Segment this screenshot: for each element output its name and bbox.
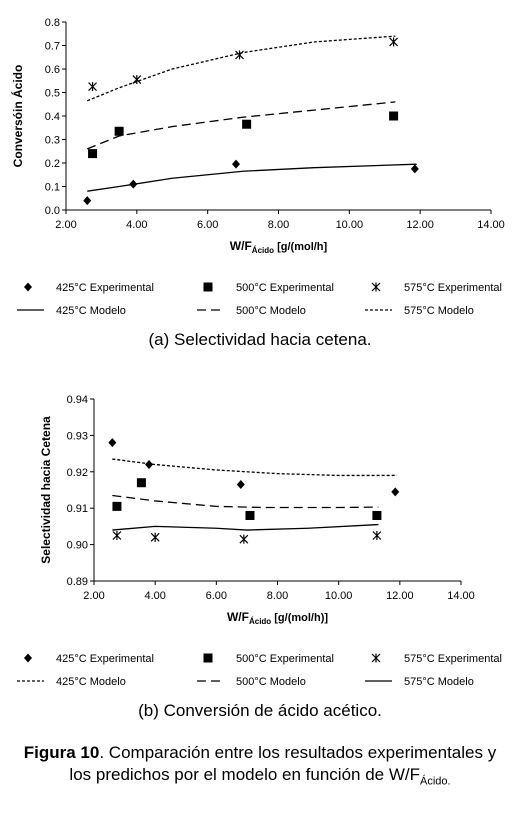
legend-label: 575°C Modelo xyxy=(404,305,474,317)
caption-a: (a) Selectividad hacia cetena. xyxy=(148,330,372,349)
x-tick-label: 10.00 xyxy=(336,219,364,231)
legend-marker xyxy=(24,653,32,663)
y-tick-label: 0.6 xyxy=(45,64,60,76)
series-line xyxy=(87,101,396,150)
y-tick-label: 0.8 xyxy=(45,17,60,29)
y-tick-label: 0.7 xyxy=(45,41,60,53)
data-point xyxy=(372,510,382,520)
data-point xyxy=(372,531,382,540)
legend-label: 575°C Experimental xyxy=(404,653,502,665)
data-point xyxy=(136,478,146,488)
data-point xyxy=(232,159,240,169)
y-tick-label: 0.93 xyxy=(67,430,88,442)
legend-label: 425°C Modelo xyxy=(56,305,126,317)
data-point xyxy=(242,119,252,129)
series-line xyxy=(112,458,397,477)
data-point xyxy=(88,149,98,159)
data-point xyxy=(245,510,255,520)
legend-label: 500°C Modelo xyxy=(236,676,306,688)
data-point xyxy=(83,196,92,206)
y-tick-label: 0.3 xyxy=(45,135,60,147)
legend-marker xyxy=(203,653,213,663)
figure-text: . Comparación entre los resultados exper… xyxy=(69,743,497,784)
x-tick-label: 14.00 xyxy=(477,219,505,231)
legend-label: 575°C Experimental xyxy=(404,282,502,294)
x-tick-label: 6.00 xyxy=(197,219,218,231)
y-tick-label: 0.94 xyxy=(67,394,88,406)
figure-caption: Figura 10. Comparación entre los resulta… xyxy=(20,742,500,792)
legend-label: 575°C Modelo xyxy=(404,676,474,688)
legend-label: 500°C Experimental xyxy=(236,653,334,665)
caption-b: (b) Conversión de ácido acético. xyxy=(138,701,382,720)
chart-b: 0.89 0.90 0.91 0.92 0.93 0.94 2.00 4.00 6.00 8.00… xyxy=(17,394,502,688)
x-tick-label: 4.00 xyxy=(126,219,147,231)
x-tick-label: 8.00 xyxy=(267,590,288,602)
y-tick-label: 0.91 xyxy=(67,503,88,515)
y-tick-label: 0.0 xyxy=(45,205,60,217)
data-point xyxy=(235,50,244,60)
data-point xyxy=(88,82,97,92)
data-point xyxy=(108,438,117,448)
x-axis-label: W/FÁcido [g/(mol/h] xyxy=(230,239,328,255)
y-tick-label: 0.89 xyxy=(67,576,88,588)
y-tick-label: 0.92 xyxy=(67,467,88,479)
x-tick-label: 12.00 xyxy=(406,219,434,231)
data-point xyxy=(112,531,122,540)
series-line xyxy=(87,35,396,102)
y-tick-label: 0.90 xyxy=(67,540,88,552)
data-point xyxy=(236,480,245,490)
data-point xyxy=(112,501,122,511)
x-tick-label: 8.00 xyxy=(268,219,289,231)
x-tick-label: 12.00 xyxy=(386,590,414,602)
legend-marker xyxy=(203,282,213,292)
data-point xyxy=(150,532,160,542)
series-line xyxy=(112,494,379,509)
data-point xyxy=(389,111,399,121)
data-point xyxy=(389,37,399,47)
x-tick-label: 14.00 xyxy=(447,590,475,602)
legend-label: 425°C Modelo xyxy=(56,676,126,688)
data-point xyxy=(410,164,419,174)
x-tick-label: 6.00 xyxy=(206,590,227,602)
y-axis-label: Conversóin Ácido xyxy=(10,65,25,168)
x-tick-label: 2.00 xyxy=(55,219,76,231)
legend-label: 425°C Experimental xyxy=(56,653,154,665)
legend-label: 500°C Modelo xyxy=(236,305,306,317)
x-tick-label: 4.00 xyxy=(144,590,165,602)
data-point xyxy=(239,534,249,544)
legend-label: 500°C Experimental xyxy=(236,282,334,294)
chart-a: 0.0 0.1 0.2 0.3 0.4 0.5 0.6 0.7 0.8 2.00 4.00 6.00 8… xyxy=(10,17,505,317)
data-point xyxy=(145,460,154,470)
legend-marker xyxy=(24,282,32,292)
x-axis-label: W/FÁcido [g/(mol/h)] xyxy=(227,610,328,626)
x-tick-label: 10.00 xyxy=(325,590,353,602)
data-point xyxy=(114,126,124,136)
x-tick-label: 2.00 xyxy=(83,590,104,602)
y-tick-label: 0.5 xyxy=(45,88,60,100)
series-line xyxy=(87,163,417,192)
legend-marker xyxy=(371,282,381,292)
figure-label: Figura 10 xyxy=(23,743,100,762)
y-tick-label: 0.2 xyxy=(45,158,60,170)
figure-subscript: Ácido. xyxy=(420,775,451,788)
data-point xyxy=(391,487,400,497)
series-line xyxy=(112,523,379,531)
y-tick-label: 0.1 xyxy=(45,182,60,194)
y-tick-label: 0.4 xyxy=(45,111,60,123)
legend-marker xyxy=(371,653,381,663)
legend-label: 425°C Experimental xyxy=(56,282,154,294)
y-axis-label: Selectividad hacia Cetena xyxy=(39,416,53,564)
